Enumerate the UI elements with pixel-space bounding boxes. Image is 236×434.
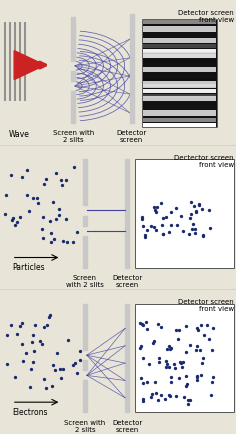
Bar	[135, 159, 234, 268]
Bar	[83, 304, 87, 350]
Bar	[71, 17, 75, 61]
Bar	[135, 304, 234, 412]
Text: Wave: Wave	[8, 130, 29, 139]
Bar	[143, 59, 216, 63]
Bar	[143, 110, 216, 116]
Bar	[143, 44, 216, 49]
Bar	[143, 26, 216, 32]
Bar	[143, 38, 216, 43]
Text: Screen with
2 slits: Screen with 2 slits	[64, 420, 105, 433]
Bar	[143, 123, 216, 127]
Bar	[143, 20, 216, 24]
Text: Detector screen
front view: Detector screen front view	[178, 299, 234, 312]
Bar	[143, 53, 216, 58]
Text: Detector
screen: Detector screen	[112, 275, 143, 288]
Bar	[83, 236, 87, 268]
Polygon shape	[14, 51, 45, 79]
Text: Screen with
2 slits: Screen with 2 slits	[53, 130, 94, 143]
Bar	[71, 71, 75, 81]
Text: Detector screen
front view: Detector screen front view	[178, 10, 234, 23]
Text: Particles: Particles	[12, 263, 44, 272]
Bar	[142, 19, 217, 127]
Bar	[143, 79, 216, 83]
Text: Electrons: Electrons	[12, 408, 47, 417]
Bar	[143, 118, 216, 122]
Bar	[83, 360, 87, 370]
Bar	[125, 159, 129, 268]
Bar	[83, 159, 87, 205]
Bar	[125, 304, 129, 412]
Bar	[143, 54, 216, 58]
Bar	[83, 381, 87, 412]
Bar	[143, 84, 216, 88]
Bar	[143, 67, 216, 72]
Text: Detector
screen: Detector screen	[112, 420, 143, 433]
Bar	[143, 49, 216, 53]
Text: Screen
with 2 slits: Screen with 2 slits	[66, 275, 104, 288]
Bar	[143, 96, 216, 101]
Bar	[143, 89, 216, 93]
Bar	[71, 91, 75, 123]
Text: Detector
screen: Detector screen	[117, 130, 147, 143]
Bar	[143, 81, 216, 87]
Bar	[130, 14, 134, 123]
Bar	[143, 93, 216, 98]
Bar	[83, 216, 87, 226]
Text: Dectector screen
front view: Dectector screen front view	[174, 155, 234, 168]
